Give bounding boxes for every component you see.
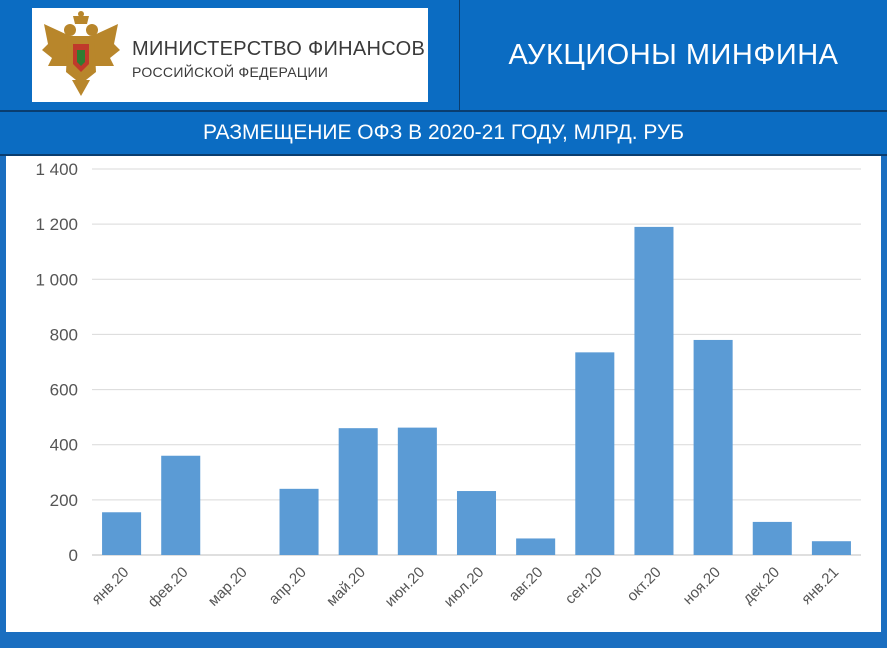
bar bbox=[161, 455, 201, 555]
bar bbox=[456, 491, 497, 555]
y-tick-label: 0 bbox=[69, 546, 78, 565]
chart-panel: 0 200 400 600 800 1 000 1 200 1 400 янв.20 фев.20… bbox=[6, 156, 881, 632]
y-tick-label: 200 bbox=[50, 491, 78, 510]
header-bar: МИНИСТЕРСТВО ФИНАНСОВ РОССИЙСКОЙ ФЕДЕРАЦ… bbox=[0, 0, 887, 112]
bar bbox=[338, 428, 378, 555]
bar bbox=[575, 352, 615, 555]
bar-chart: 0 200 400 600 800 1 000 1 200 1 400 янв.20 фев.20… bbox=[35, 160, 861, 611]
bar bbox=[397, 427, 437, 555]
y-tick-label: 400 bbox=[50, 436, 78, 455]
x-tick-label: сен.20 bbox=[562, 564, 606, 608]
bar bbox=[516, 538, 556, 555]
y-tick-label: 1 400 bbox=[35, 160, 78, 179]
chart-title: РАЗМЕЩЕНИЕ ОФЗ В 2020-21 ГОДУ, МЛРД. РУБ bbox=[0, 112, 887, 156]
x-tick-label: мар.20 bbox=[205, 564, 251, 610]
x-tick-label: янв.20 bbox=[88, 564, 132, 608]
y-tick-label: 800 bbox=[50, 325, 78, 344]
header-divider bbox=[459, 0, 460, 110]
bar bbox=[752, 521, 792, 555]
x-tick-label: апр.20 bbox=[266, 564, 310, 608]
bar bbox=[693, 339, 733, 555]
x-tick-label: июн.20 bbox=[382, 564, 429, 611]
ministry-name: МИНИСТЕРСТВО ФИНАНСОВ bbox=[132, 38, 426, 60]
double-headed-eagle-emblem-icon bbox=[42, 11, 120, 96]
x-tick-label: дек.20 bbox=[740, 564, 783, 607]
ministry-subtitle: РОССИЙСКОЙ ФЕДЕРАЦИИ bbox=[132, 64, 329, 80]
y-tick-label: 600 bbox=[50, 381, 78, 400]
bar bbox=[811, 541, 851, 555]
y-tick-label: 1 000 bbox=[35, 270, 78, 289]
bar bbox=[634, 226, 674, 555]
x-tick-label: ноя.20 bbox=[680, 564, 724, 608]
x-tick-label: май.20 bbox=[323, 564, 369, 610]
bar bbox=[102, 512, 142, 555]
x-tick-label: янв.21 bbox=[798, 564, 842, 608]
x-tick-label: авг.20 bbox=[506, 564, 547, 605]
bar bbox=[279, 488, 319, 555]
page-title: АУКЦИОНЫ МИНФИНА bbox=[508, 38, 839, 71]
x-tick-label: июл.20 bbox=[441, 564, 488, 611]
x-tick-label: фев.20 bbox=[145, 564, 192, 611]
ministry-logo-block: МИНИСТЕРСТВО ФИНАНСОВ РОССИЙСКОЙ ФЕДЕРАЦ… bbox=[32, 8, 428, 102]
y-tick-label: 1 200 bbox=[35, 215, 78, 234]
x-tick-label: окт.20 bbox=[624, 564, 665, 605]
